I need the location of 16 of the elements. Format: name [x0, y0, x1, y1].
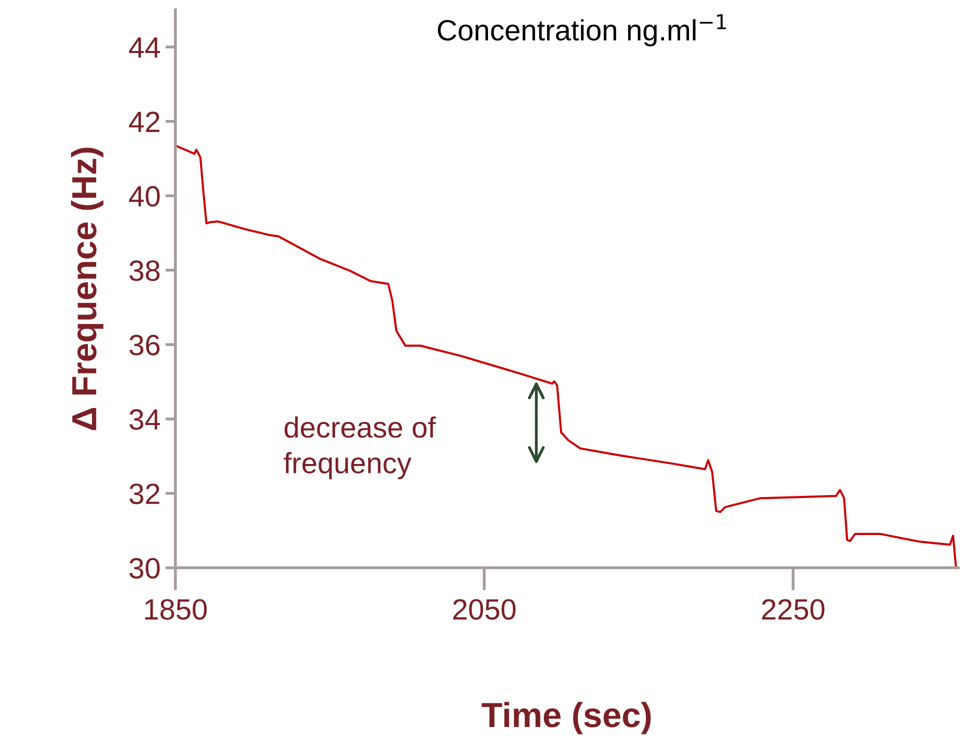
y-tick-label: 32	[129, 484, 160, 504]
y-tick-label: 34	[129, 409, 160, 430]
y-tick-label: 36	[129, 334, 160, 356]
y-tick-label: 44	[129, 38, 160, 58]
x-tick-label: 2250	[762, 599, 824, 620]
annotation: decrease of frequency	[284, 416, 436, 480]
y-axis-title: Δ Frequence (Hz)	[71, 148, 104, 430]
y-tick-label: 30	[129, 558, 160, 579]
chart-title: Concentration ng.ml$^{−1}$	[438, 14, 726, 46]
x-axis-title: Time (sec)	[482, 702, 651, 734]
y-tick-label: 38	[129, 260, 160, 282]
x-tick-label: 1850	[145, 599, 207, 620]
y-tick-label: 42	[129, 112, 160, 132]
y-tick-label: 40	[129, 186, 160, 207]
x-tick-label: 2050	[453, 599, 516, 620]
line-series	[175, 144, 958, 568]
